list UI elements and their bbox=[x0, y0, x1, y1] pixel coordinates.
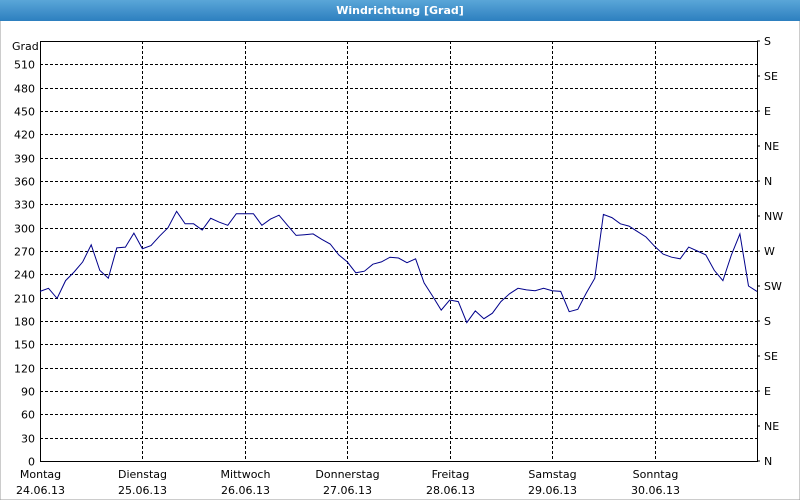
y-tick-label: 270 bbox=[14, 246, 35, 259]
y2-tick-label: N bbox=[764, 455, 772, 468]
y-tick-label: 450 bbox=[14, 106, 35, 119]
y-tick-label: 240 bbox=[14, 269, 35, 282]
x-tick-date: 29.06.13 bbox=[528, 484, 577, 497]
y-tick-label: 60 bbox=[21, 409, 35, 422]
x-tick-date: 28.06.13 bbox=[426, 484, 475, 497]
y2-tick-label: SE bbox=[764, 350, 778, 363]
y-tick-label: 90 bbox=[21, 386, 35, 399]
y2-tick-label: S bbox=[764, 315, 771, 328]
y2-tick-label: W bbox=[764, 245, 775, 258]
y2-tick-label: S bbox=[764, 35, 771, 48]
y-tick-label: 480 bbox=[14, 83, 35, 96]
y-axis-label: Grad bbox=[12, 40, 39, 53]
y-tick-label: 210 bbox=[14, 293, 35, 306]
x-tick-label: Mittwoch bbox=[221, 468, 271, 481]
y-tick-label: 390 bbox=[14, 153, 35, 166]
y-tick-label: 30 bbox=[21, 433, 35, 446]
x-tick-label: Donnerstag bbox=[315, 468, 379, 481]
y2-tick-label: E bbox=[764, 105, 771, 118]
y-tick-label: 510 bbox=[14, 59, 35, 72]
x-tick-date: 24.06.13 bbox=[16, 484, 65, 497]
x-tick-label: Samstag bbox=[528, 468, 576, 481]
x-tick-date: 30.06.13 bbox=[631, 484, 680, 497]
y-tick-label: 0 bbox=[28, 456, 35, 469]
y-tick-label: 120 bbox=[14, 363, 35, 376]
y-tick-label: 300 bbox=[14, 223, 35, 236]
y-tick-label: 330 bbox=[14, 199, 35, 212]
plot-frame bbox=[40, 41, 758, 462]
y2-tick-label: SE bbox=[764, 70, 778, 83]
title-bar bbox=[0, 0, 800, 21]
y-tick-label: 150 bbox=[14, 339, 35, 352]
chart-title: Windrichtung [Grad] bbox=[336, 4, 464, 17]
y2-tick-label: SW bbox=[764, 280, 782, 293]
y2-tick-label: E bbox=[764, 385, 771, 398]
y-tick-label: 180 bbox=[14, 316, 35, 329]
y2-tick-label: NE bbox=[764, 420, 779, 433]
y2-tick-label: N bbox=[764, 175, 772, 188]
y-tick-label: 420 bbox=[14, 129, 35, 142]
y2-tick-label: NW bbox=[764, 210, 783, 223]
x-tick-label: Dienstag bbox=[118, 468, 167, 481]
data-line bbox=[39, 210, 758, 324]
x-tick-date: 27.06.13 bbox=[323, 484, 372, 497]
x-tick-date: 26.06.13 bbox=[221, 484, 270, 497]
x-tick-label: Freitag bbox=[432, 468, 470, 481]
x-tick-label: Montag bbox=[20, 468, 61, 481]
y-tick-label: 360 bbox=[14, 176, 35, 189]
x-tick-date: 25.06.13 bbox=[118, 484, 167, 497]
y2-tick-label: NE bbox=[764, 140, 779, 153]
x-tick-label: Sonntag bbox=[633, 468, 679, 481]
